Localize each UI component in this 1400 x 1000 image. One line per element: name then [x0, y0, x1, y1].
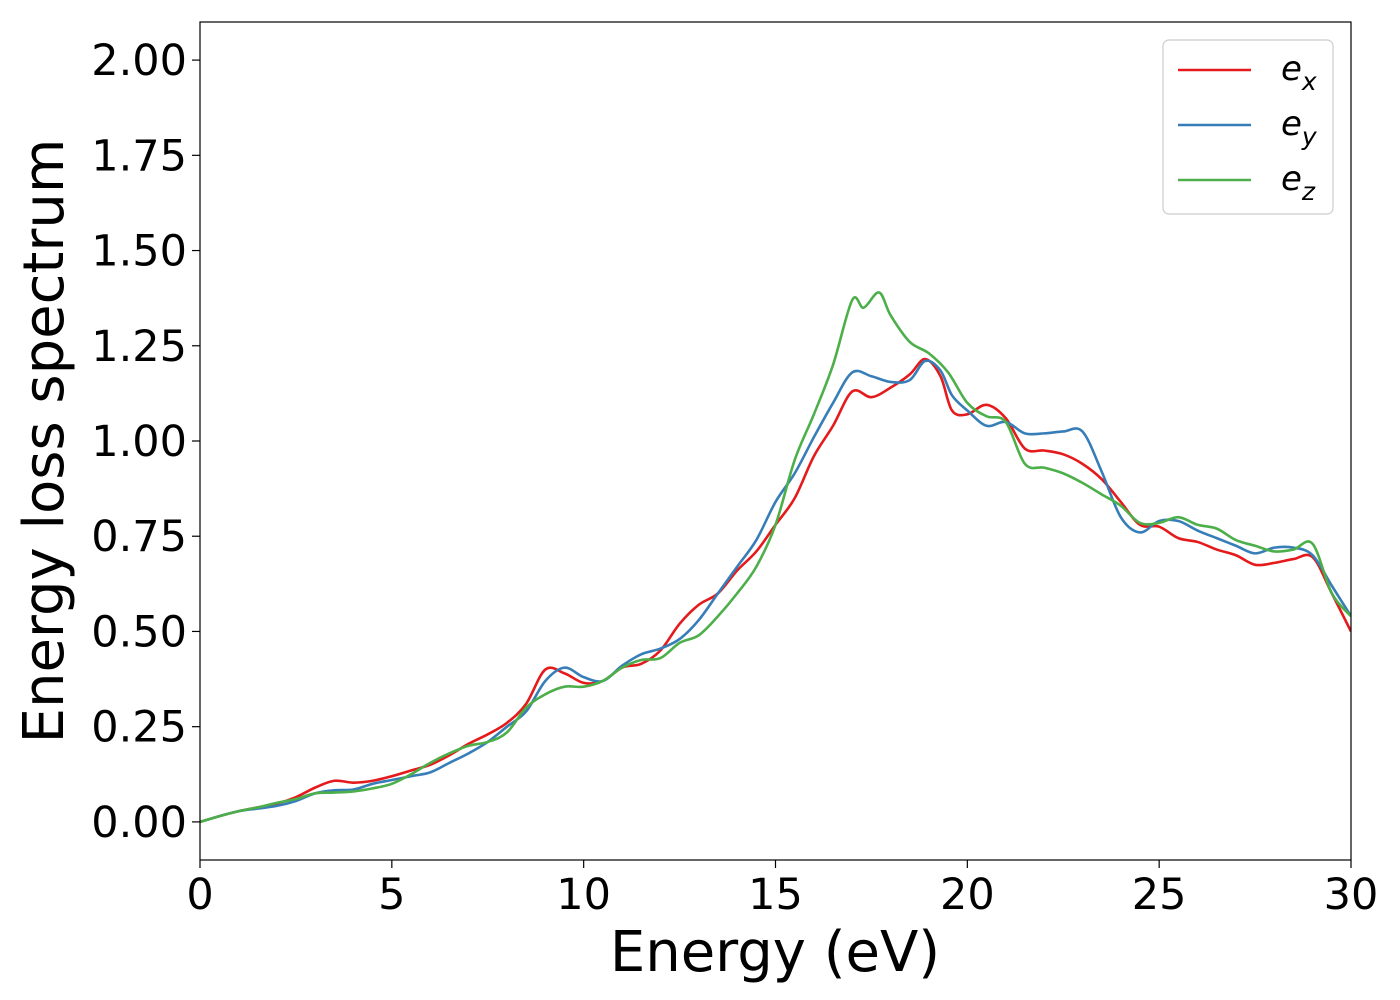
x-ticks: 0 5 10 15 20 25 30: [186, 860, 1378, 920]
legend-box: [1162, 39, 1334, 215]
legend: ex ey ez: [1162, 39, 1334, 215]
legend-label-x: ex: [1281, 49, 1317, 96]
y-ticks: 0.00 0.25 0.50 0.75 1.00 1.25 1.50 1.75 2.00: [91, 36, 200, 848]
series-line-y: [200, 359, 1351, 824]
legend-label-z: ez: [1281, 159, 1316, 206]
x-tick-label: 0: [186, 870, 213, 920]
y-tick-label: 0.75: [91, 512, 187, 562]
legend-label-y: ey: [1281, 104, 1318, 151]
y-tick-label: 1.75: [91, 131, 187, 181]
y-tick-label: 0.25: [91, 703, 187, 753]
x-axis-title: Energy (eV): [610, 920, 940, 985]
y-tick-label: 1.00: [91, 417, 187, 467]
x-tick-label: 15: [748, 870, 803, 920]
legend-items: ex ey ez: [1178, 49, 1318, 206]
series-layer: [200, 291, 1351, 824]
y-tick-label: 2.00: [91, 36, 187, 86]
x-tick-label: 20: [940, 870, 995, 920]
x-tick-label: 25: [1132, 870, 1187, 920]
y-tick-label: 1.25: [91, 322, 187, 372]
x-tick-label: 30: [1324, 870, 1379, 920]
y-axis-title: Energy loss spectrum: [12, 139, 77, 744]
series-line-z: [200, 291, 1351, 824]
x-tick-label: 10: [556, 870, 611, 920]
y-tick-label: 0.00: [91, 798, 187, 848]
x-tick-label: 5: [378, 870, 405, 920]
series-line-x: [200, 357, 1351, 824]
y-tick-label: 0.50: [91, 607, 187, 657]
y-tick-label: 1.50: [91, 227, 187, 277]
